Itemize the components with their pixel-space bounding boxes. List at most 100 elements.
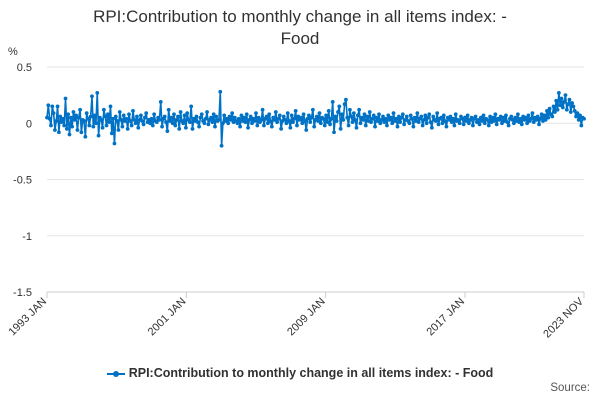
data-point — [347, 107, 352, 112]
data-point — [427, 112, 432, 117]
x-tick-label: 2001 JAN — [146, 296, 189, 339]
y-axis-ticks: 0.5 0 -0.5 -1 -1.5 — [13, 62, 32, 299]
data-point — [518, 116, 523, 121]
y-tick-label: -1.5 — [13, 287, 32, 299]
data-point — [435, 111, 440, 116]
data-point — [478, 115, 483, 120]
data-point — [485, 117, 490, 122]
data-point — [135, 114, 139, 119]
data-point — [265, 121, 270, 126]
data-point — [185, 111, 190, 116]
y-tick-label: 0.5 — [17, 62, 32, 74]
data-point — [564, 107, 569, 112]
data-point — [400, 112, 405, 117]
data-point — [141, 122, 146, 127]
data-point — [51, 111, 56, 116]
data-point — [386, 113, 391, 118]
data-point — [75, 128, 80, 132]
data-point — [228, 117, 233, 122]
data-point — [350, 120, 355, 125]
chart-legend[interactable]: RPI:Contribution to monthly change in al… — [0, 366, 600, 380]
data-point — [78, 107, 82, 112]
data-point — [100, 125, 105, 130]
data-point — [46, 103, 51, 108]
data-point — [174, 117, 179, 122]
data-point — [268, 119, 273, 123]
data-point — [86, 116, 90, 121]
data-point — [181, 121, 186, 126]
data-point — [578, 113, 582, 118]
data-point — [222, 113, 227, 118]
data-point — [190, 126, 195, 131]
data-point — [168, 119, 172, 123]
data-point — [60, 116, 65, 121]
data-point — [353, 117, 358, 122]
x-tick-label: 2017 JAN — [424, 296, 467, 339]
data-point — [124, 116, 129, 121]
data-point — [558, 103, 563, 108]
data-point — [309, 115, 314, 120]
data-point — [530, 111, 535, 116]
data-point — [494, 122, 499, 127]
data-point — [158, 99, 163, 104]
data-point — [71, 110, 76, 114]
data-point — [312, 124, 317, 129]
data-point — [510, 117, 515, 122]
data-point — [374, 115, 379, 120]
data-point — [111, 116, 116, 121]
data-point — [62, 123, 67, 128]
data-point — [107, 120, 112, 125]
data-point — [279, 126, 284, 131]
data-point — [242, 115, 246, 120]
data-point — [132, 117, 137, 122]
data-point — [480, 119, 485, 123]
data-point — [431, 114, 436, 119]
data-point — [252, 119, 257, 123]
data-point — [553, 110, 557, 114]
data-point — [246, 125, 250, 130]
data-point — [224, 116, 229, 121]
data-point — [149, 116, 154, 121]
data-point — [308, 120, 313, 125]
data-point — [324, 113, 328, 118]
data-point — [199, 112, 204, 117]
data-point — [318, 121, 323, 126]
data-point — [198, 115, 203, 120]
data-point — [345, 115, 350, 120]
data-point — [238, 124, 243, 129]
data-point — [328, 122, 332, 127]
data-point — [154, 120, 159, 125]
data-point — [264, 114, 269, 119]
data-point — [157, 117, 162, 122]
data-point — [337, 104, 342, 109]
data-point — [531, 120, 536, 125]
data-point — [570, 101, 574, 105]
data-point — [205, 110, 209, 114]
data-point — [546, 115, 551, 120]
data-point — [322, 123, 327, 128]
data-point — [49, 123, 53, 128]
data-point — [276, 116, 281, 121]
data-point — [68, 115, 73, 120]
y-tick-label: -1 — [22, 231, 32, 243]
data-point — [50, 104, 55, 109]
data-point — [547, 106, 552, 111]
data-point — [116, 128, 121, 132]
data-point — [125, 126, 130, 131]
data-point — [316, 119, 321, 123]
data-point — [83, 134, 88, 139]
data-point — [267, 112, 272, 117]
data-point — [295, 123, 299, 128]
data-point — [165, 129, 170, 134]
data-point — [142, 115, 147, 120]
data-point — [272, 117, 277, 122]
data-point — [358, 121, 363, 126]
data-point — [76, 115, 81, 120]
data-point — [551, 104, 556, 109]
data-point — [452, 123, 457, 128]
data-point — [354, 125, 359, 130]
data-point — [453, 112, 458, 117]
data-point — [351, 111, 356, 116]
data-point — [109, 131, 114, 136]
data-point — [243, 120, 248, 125]
